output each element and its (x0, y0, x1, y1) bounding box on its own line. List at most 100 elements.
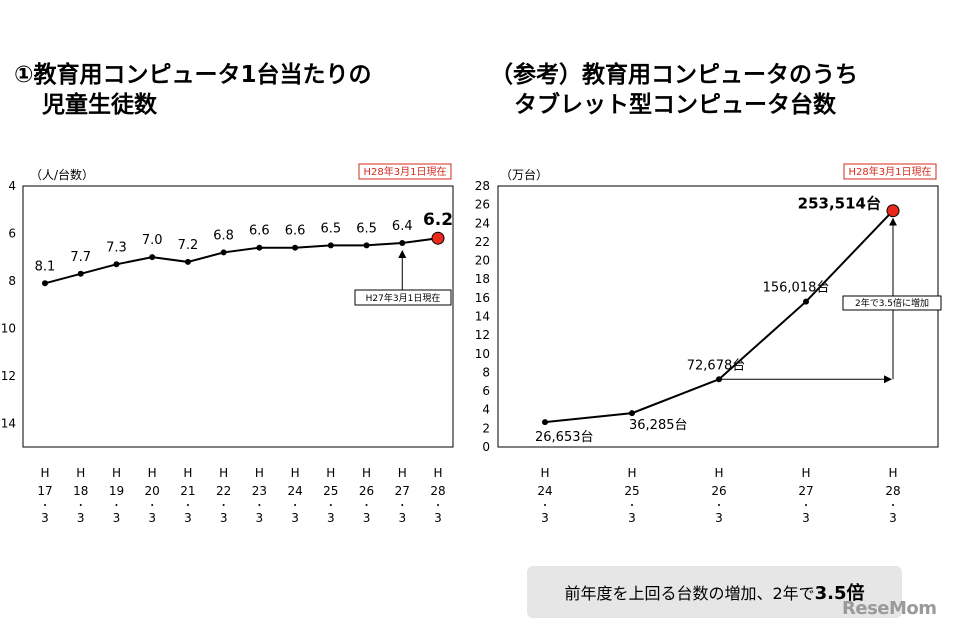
left-x-tick-month: 3 (434, 511, 442, 525)
left-y-tick-label: 4 (8, 179, 16, 193)
left-x-tick-month: 3 (184, 511, 192, 525)
left-y-tick-label: 8 (8, 274, 16, 288)
left-x-tick-year: 19 (109, 484, 124, 498)
left-data-point (220, 249, 227, 256)
left-x-tick-dot (401, 504, 404, 506)
right-x-tick-dot (892, 504, 894, 506)
right-chart-title: （参考）教育用コンピュータのうち タブレット型コンピュータ台数 (490, 60, 858, 120)
left-data-label: 7.3 (106, 240, 127, 255)
left-x-tick-month: 3 (291, 511, 299, 525)
left-data-label: 8.1 (35, 259, 56, 274)
left-chart-title: ①教育用コンピュータ1台当たりの 児童生徒数 (14, 60, 371, 120)
right-y-tick-label: 16 (475, 291, 490, 305)
left-y-axis-label: （人/台数） (30, 167, 94, 182)
left-data-label: 6.6 (285, 224, 306, 239)
right-y-tick-label: 6 (482, 384, 490, 398)
left-title-line2: 児童生徒数 (42, 92, 157, 118)
left-data-point (431, 231, 445, 245)
left-x-tick-era: H (40, 466, 49, 480)
right-x-tick-month: 3 (628, 511, 636, 525)
left-data-label: 7.0 (142, 233, 163, 248)
right-x-tick-dot (544, 504, 546, 506)
right-y-tick-label: 22 (475, 235, 490, 249)
left-x-tick-era: H (433, 466, 442, 480)
left-x-tick-era: H (398, 466, 407, 480)
left-data-label: 6.8 (213, 228, 234, 243)
right-data-label: 26,653台 (535, 430, 594, 445)
right-data-point (886, 204, 900, 218)
right-y-tick-label: 18 (475, 272, 490, 286)
right-data-label: 253,514台 (798, 195, 881, 213)
left-x-tick-dot (258, 504, 261, 506)
left-data-label: 6.2 (423, 210, 453, 230)
right-title-line2: タブレット型コンピュータ台数 (514, 92, 836, 118)
right-data-label: 156,018台 (763, 281, 830, 296)
right-x-tick-era: H (714, 466, 723, 480)
resemom-logo: ReseMom (842, 598, 937, 619)
right-y-tick-label: 26 (475, 198, 490, 212)
left-x-tick-year: 21 (180, 484, 195, 498)
right-date-tag-box (843, 163, 937, 180)
summary-text: 前年度を上回る台数の増加、2年で (564, 584, 815, 603)
left-x-tick-era: H (76, 466, 85, 480)
right-x-tick-dot (631, 504, 633, 506)
right-chart: （万台）0246810121416182022242628H28年3月1日現在2… (475, 163, 942, 525)
left-x-tick-dot (79, 504, 82, 506)
left-x-tick-dot (329, 504, 332, 506)
left-x-tick-month: 3 (77, 511, 85, 525)
right-x-tick-era: H (801, 466, 810, 480)
left-x-tick-era: H (326, 466, 335, 480)
left-x-tick-year: 23 (252, 484, 267, 498)
left-x-tick-era: H (183, 466, 192, 480)
right-y-tick-label: 28 (475, 179, 490, 193)
right-y-tick-label: 8 (482, 365, 490, 379)
left-data-point (149, 254, 156, 261)
right-annotation-box (842, 295, 942, 311)
right-x-tick-era: H (888, 466, 897, 480)
left-data-label: 6.6 (249, 224, 270, 239)
right-y-tick-label: 0 (482, 440, 490, 454)
left-data-label: 6.4 (392, 219, 413, 234)
right-plot-frame (497, 185, 939, 448)
left-x-tick-era: H (291, 466, 300, 480)
left-x-tick-year: 28 (430, 484, 445, 498)
right-data-point (629, 410, 635, 417)
left-x-tick-month: 3 (256, 511, 264, 525)
right-data-point (803, 298, 809, 305)
left-x-tick-era: H (148, 466, 157, 480)
left-data-label: 7.7 (70, 250, 91, 265)
left-data-label: 7.2 (178, 238, 199, 253)
right-x-tick-year: 28 (885, 484, 900, 498)
right-y-tick-label: 20 (475, 254, 490, 268)
left-x-tick-year: 24 (287, 484, 302, 498)
left-title-line1: ①教育用コンピュータ1台当たりの (14, 62, 372, 88)
left-x-tick-era: H (219, 466, 228, 480)
summary-callout: 前年度を上回る台数の増加、2年で 3.5倍 (527, 566, 902, 618)
left-x-tick-year: 26 (359, 484, 374, 498)
left-data-point (42, 280, 48, 287)
right-data-label: 72,678台 (687, 358, 746, 373)
right-x-tick-dot (718, 504, 720, 506)
left-annotation-text: H27年3月1日現在 (366, 292, 441, 304)
right-y-tick-label: 10 (475, 347, 490, 361)
right-x-tick-dot (805, 504, 807, 506)
left-x-tick-dot (365, 504, 368, 506)
right-y-axis-label: （万台） (500, 167, 548, 182)
left-y-tick-label: 6 (8, 226, 16, 240)
left-data-label: 6.5 (320, 221, 341, 236)
left-data-label: 6.5 (356, 221, 377, 236)
right-title-line1: （参考）教育用コンピュータのうち (490, 62, 858, 88)
left-chart: （人/台数） 4 6 8 10 12 14 H28年3月1日現在 8.1 7.7 7.3 7.0 7.2… (1, 163, 454, 525)
left-x-tick-month: 3 (148, 511, 156, 525)
left-x-tick-month: 3 (363, 511, 371, 525)
left-x-tick-dot (222, 504, 225, 506)
left-x-tick-era: H (255, 466, 264, 480)
right-y-tick-label: 4 (482, 403, 490, 417)
left-x-tick-dot (186, 504, 189, 506)
left-x-tick-year: 17 (37, 484, 52, 498)
left-x-tick-dot (151, 504, 154, 506)
right-x-tick-month: 3 (802, 511, 810, 525)
right-data-label: 36,285台 (629, 418, 688, 433)
right-series-line (544, 209, 894, 424)
